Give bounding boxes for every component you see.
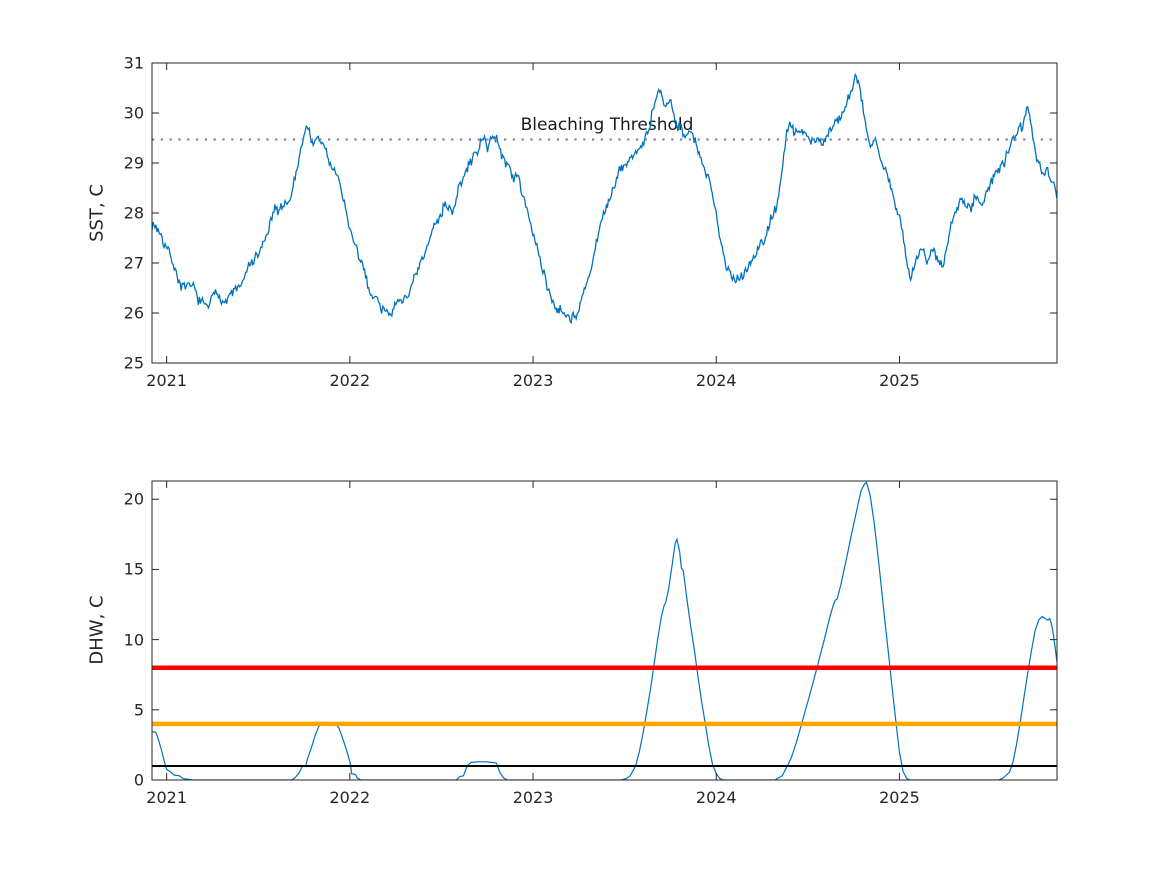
sst-xtick-label-2024: 2024 xyxy=(695,371,737,390)
sst-xtick-label-2023: 2023 xyxy=(512,371,554,390)
dhw-axes-box xyxy=(151,480,1058,781)
sst-xtick-label-2021: 2021 xyxy=(146,371,187,390)
dhw-xtick-label-2021: 2021 xyxy=(146,788,187,807)
sst-ytick-label-31: 31 xyxy=(123,53,144,73)
sst-ytick-label-28: 28 xyxy=(123,203,144,223)
dhw-ytick-label-15: 15 xyxy=(123,559,144,579)
sst-series-line xyxy=(152,72,1057,325)
dhw-ytick-label-20: 20 xyxy=(123,489,144,509)
sst-ytick-label-26: 26 xyxy=(123,303,144,323)
sst-ytick-label-30: 30 xyxy=(123,103,144,123)
sst-ytick-label-25: 25 xyxy=(123,353,144,373)
sst-xtick-label-2022: 2022 xyxy=(329,371,371,390)
dhw-ytick-label-0: 0 xyxy=(133,770,144,790)
sst-ytick-label-29: 29 xyxy=(123,153,144,173)
dhw-series-line xyxy=(152,481,1057,780)
dhw-xtick-label-2023: 2023 xyxy=(512,788,554,807)
dhw-ytick-label-5: 5 xyxy=(133,700,144,720)
sst-ytick-label-27: 27 xyxy=(123,253,144,273)
dhw-xtick-label-2022: 2022 xyxy=(329,788,371,807)
sst-xtick-label-2025: 2025 xyxy=(879,371,920,390)
bleaching-threshold-label: Bleaching Threshold xyxy=(520,115,694,135)
dhw-ytick-label-10: 10 xyxy=(123,630,144,650)
dhw-xtick-label-2024: 2024 xyxy=(695,788,737,807)
dhw-xtick-label-2025: 2025 xyxy=(879,788,920,807)
